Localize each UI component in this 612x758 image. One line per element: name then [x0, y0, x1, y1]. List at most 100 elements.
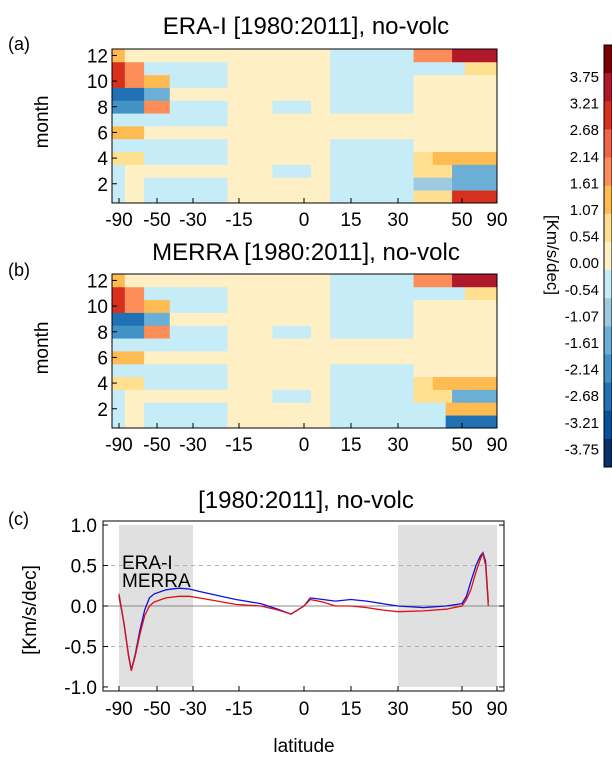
heatmap-cell — [471, 164, 479, 178]
heatmap-cell — [150, 299, 158, 313]
heatmap-cell — [112, 61, 119, 76]
heatmap-cell — [208, 402, 216, 416]
heatmap-cell — [233, 113, 241, 127]
heatmap-cell — [253, 138, 260, 153]
heatmap-cell — [201, 286, 209, 301]
heatmap-cell — [413, 113, 421, 127]
heatmap-cell — [144, 415, 151, 429]
heatmap-cell — [330, 312, 337, 326]
heatmap-cell — [413, 177, 421, 191]
heatmap-cell — [118, 338, 126, 352]
heatmap-cell — [169, 338, 177, 352]
heatmap-cell — [156, 100, 164, 114]
heatmap-cell — [452, 376, 459, 390]
heatmap-cell — [144, 299, 151, 313]
heatmap-cell — [484, 338, 491, 352]
heatmap-cell — [323, 177, 331, 191]
heatmap-cell — [176, 151, 183, 165]
heatmap-cell — [246, 74, 254, 88]
heatmap-cell — [201, 87, 209, 101]
heatmap-cell — [426, 113, 434, 127]
heatmap-cell — [182, 338, 190, 352]
heatmap-cell — [246, 164, 254, 178]
heatmap-cell — [214, 286, 222, 301]
heatmap-cell — [253, 87, 260, 101]
heatmap-cell — [452, 61, 459, 76]
heatmap-cell — [291, 138, 299, 153]
heatmap-cell — [400, 274, 408, 288]
heatmap-cell — [477, 415, 485, 429]
heatmap-cell — [118, 190, 126, 204]
colorbar-swatch — [604, 213, 612, 243]
heatmap-cell — [298, 389, 305, 403]
heatmap-cell — [426, 138, 434, 153]
y-tick-label: 10 — [87, 72, 108, 93]
heatmap-cell — [381, 164, 389, 178]
heatmap-cell — [124, 299, 132, 313]
heatmap-cell — [490, 325, 498, 339]
heatmap-cell — [259, 49, 267, 63]
heatmap-cell — [375, 138, 382, 153]
heatmap-cell — [355, 376, 363, 390]
heatmap-cell — [362, 274, 370, 288]
heatmap-cell — [484, 61, 491, 76]
heatmap-cell — [452, 402, 459, 416]
heatmap-cell — [484, 286, 491, 301]
heatmap-cell — [266, 286, 273, 301]
heatmap-cell — [343, 49, 350, 63]
heatmap-cell — [169, 164, 177, 178]
heatmap-cell — [362, 61, 370, 76]
heatmap-cell — [137, 164, 145, 178]
heatmap-cell — [349, 376, 357, 390]
heatmap-cell — [426, 74, 434, 88]
panel-b-title: MERRA [1980:2011], no-volc — [152, 239, 460, 266]
heatmap-cell — [137, 274, 145, 288]
heatmap-cell — [214, 402, 222, 416]
heatmap-cell — [413, 274, 421, 288]
heatmap-cell — [355, 338, 363, 352]
heatmap-cell — [394, 389, 402, 403]
heatmap-cell — [375, 126, 382, 140]
heatmap-cell — [144, 402, 151, 416]
heatmap-cell — [176, 113, 183, 127]
heatmap-cell — [381, 363, 389, 378]
heatmap-cell — [394, 74, 402, 88]
heatmap-cell — [259, 286, 267, 301]
heatmap-cell — [330, 376, 337, 390]
heatmap-cell — [156, 87, 164, 101]
heatmap-cell — [471, 376, 479, 390]
heatmap-cell — [381, 100, 389, 114]
heatmap-cell — [298, 299, 305, 313]
heatmap-cell — [240, 74, 248, 88]
heatmap-cell — [407, 376, 414, 390]
heatmap-cell — [163, 312, 171, 326]
heatmap-cell — [336, 126, 344, 140]
heatmap-cell — [400, 190, 408, 204]
heatmap-cell — [259, 389, 267, 403]
heatmap-cell — [169, 325, 177, 339]
heatmap-cell — [349, 286, 357, 301]
heatmap-cell — [484, 351, 491, 365]
heatmap-cell — [490, 402, 498, 416]
heatmap-cell — [253, 190, 260, 204]
heatmap-cell — [471, 138, 479, 153]
y-tick-label: 10 — [87, 297, 108, 318]
heatmap-cell — [214, 100, 222, 114]
heatmap-cell — [394, 151, 402, 165]
heatmap-cell — [233, 286, 241, 301]
heatmap-cell — [195, 74, 203, 88]
heatmap-cell — [144, 138, 151, 153]
heatmap-cell — [291, 274, 299, 288]
heatmap-cell — [439, 376, 447, 390]
heatmap-cell — [124, 325, 132, 339]
heatmap-cell — [387, 286, 395, 301]
heatmap-cell — [163, 415, 171, 429]
heatmap-cell — [343, 415, 350, 429]
heatmap-cell — [272, 312, 280, 326]
heatmap-cell — [195, 325, 203, 339]
heatmap-cell — [201, 190, 209, 204]
heatmap-cell — [246, 389, 254, 403]
heatmap-cell — [272, 87, 280, 101]
heatmap-cell — [336, 299, 344, 313]
heatmap-cell — [426, 274, 434, 288]
